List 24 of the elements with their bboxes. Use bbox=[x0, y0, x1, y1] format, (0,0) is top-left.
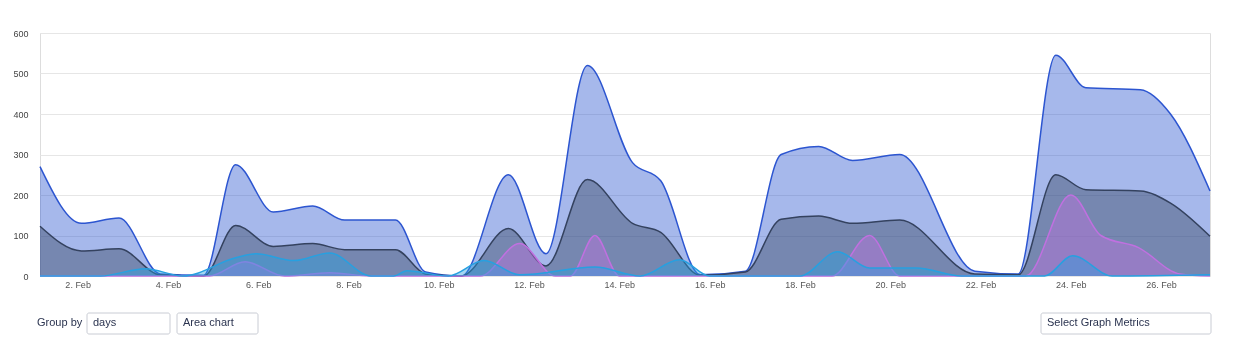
x-tick-label: 24. Feb bbox=[1056, 279, 1087, 290]
x-tick-label: 18. Feb bbox=[785, 279, 816, 290]
y-tick-label: 400 bbox=[13, 109, 29, 120]
y-tick-label: 200 bbox=[13, 190, 29, 201]
text: days bbox=[93, 316, 117, 328]
y-tick-label: 500 bbox=[13, 69, 29, 79]
x-tick-label: 10. Feb bbox=[424, 279, 455, 290]
x-tick-label: 4. Feb bbox=[155, 279, 182, 290]
y-tick-label: 600 bbox=[13, 28, 29, 39]
text: Area chart bbox=[183, 316, 234, 328]
x-tick-label: 20. Feb bbox=[875, 279, 906, 290]
x-tick-label: 8. Feb bbox=[336, 279, 362, 290]
y-tick-label: 300 bbox=[13, 150, 29, 160]
x-tick-label: 16. Feb bbox=[694, 279, 726, 290]
x-tick-label: 26. Feb bbox=[1146, 279, 1177, 290]
x-tick-label: 6. Feb bbox=[245, 279, 272, 290]
x-tick-label: 22. Feb bbox=[965, 279, 997, 290]
text: Group by bbox=[37, 316, 83, 328]
y-tick-label: 100 bbox=[13, 231, 29, 241]
x-tick-label: 14. Feb bbox=[604, 279, 636, 290]
x-tick-label: 12. Feb bbox=[514, 279, 545, 290]
text: Select Graph Metrics bbox=[1047, 316, 1151, 328]
x-tick-label: 2. Feb bbox=[65, 279, 91, 290]
y-tick-label: 0 bbox=[23, 271, 29, 282]
